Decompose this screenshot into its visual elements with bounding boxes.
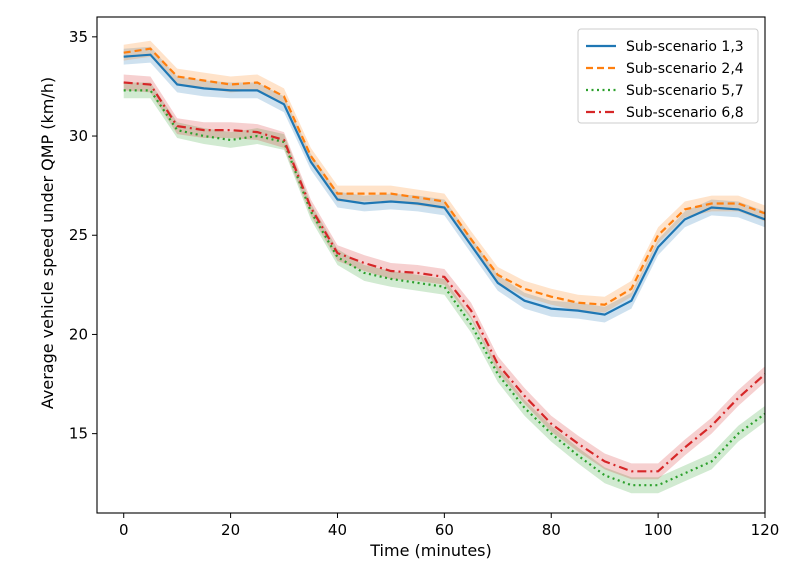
y-tick-label: 20 <box>69 325 88 343</box>
x-tick-label: 0 <box>119 521 129 539</box>
x-tick-label: 80 <box>542 521 561 539</box>
y-tick-label: 30 <box>69 127 88 145</box>
legend-label-sub-scenario-5-7: Sub-scenario 5,7 <box>626 83 744 99</box>
legend-label-sub-scenario-6-8: Sub-scenario 6,8 <box>626 105 744 121</box>
series-lines <box>123 47 766 487</box>
x-axis-title: Time (minutes) <box>369 541 492 560</box>
line-sub-scenario-1-3 <box>123 53 766 316</box>
y-tick-label: 35 <box>69 28 88 46</box>
legend-label-sub-scenario-2-4: Sub-scenario 2,4 <box>626 61 744 77</box>
line-sub-scenario-5-7 <box>123 89 766 487</box>
line-sub-scenario-6-8 <box>123 81 766 473</box>
y-axis-ticks: 15 20 25 30 35 <box>69 28 97 443</box>
x-tick-label: 20 <box>221 521 240 539</box>
x-tick-label: 100 <box>644 521 673 539</box>
legend-box <box>577 28 759 124</box>
y-tick-label: 25 <box>69 226 88 244</box>
x-tick-label: 120 <box>751 521 780 539</box>
y-axis-title: Average vehicle speed under QMP (km/h) <box>38 77 57 409</box>
y-tick-label: 15 <box>69 425 88 443</box>
x-tick-label: 60 <box>435 521 454 539</box>
legend: Sub-scenario 1,3 Sub-scenario 2,4 Sub-scen… <box>577 28 759 124</box>
x-tick-label: 40 <box>328 521 347 539</box>
x-axis-ticks: 0 20 40 60 80 100 120 <box>119 513 779 539</box>
legend-label-sub-scenario-1-3: Sub-scenario 1,3 <box>626 39 744 55</box>
plot-area-frame <box>96 16 766 514</box>
